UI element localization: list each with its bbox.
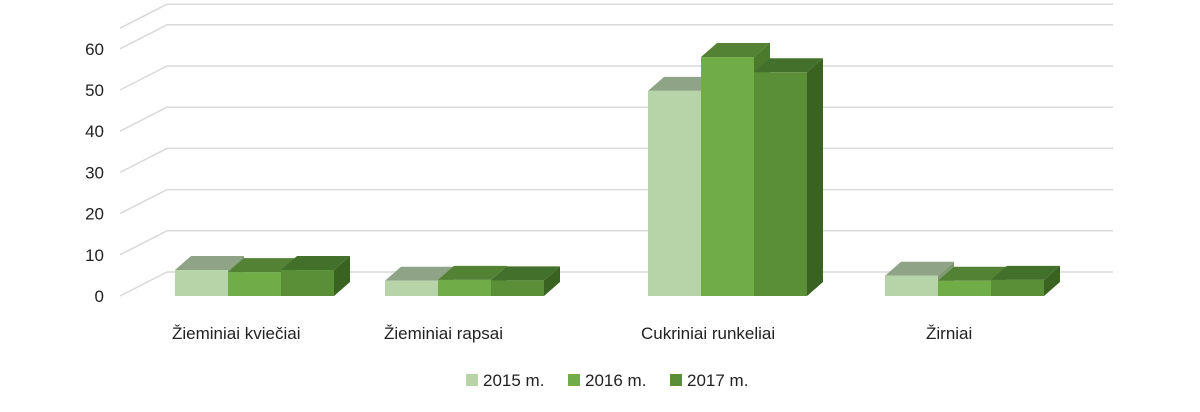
legend-item: 2016 m. (568, 371, 646, 390)
bar-front (175, 270, 228, 296)
legend-swatch (670, 374, 682, 386)
bar-front (491, 280, 544, 296)
legend-item: 2015 m. (466, 371, 544, 390)
x-axis: Žieminiai kviečiai Žieminiai rapsai Cukrin… (172, 324, 972, 343)
bar-top (938, 266, 1007, 281)
gridline-diagonal (119, 188, 168, 215)
legend-label: 2016 m. (585, 371, 646, 390)
bar-top (754, 58, 823, 73)
bar-front (885, 275, 938, 296)
bar-front (385, 280, 438, 296)
bar-top (991, 265, 1060, 280)
bar-top (701, 43, 770, 58)
bar-front (754, 72, 807, 296)
gridline-diagonal (119, 106, 168, 132)
bars (175, 43, 1060, 297)
bar-front (281, 270, 334, 296)
bar-front (991, 279, 1044, 296)
category-label: Žieminiai rapsai (384, 324, 503, 343)
legend-swatch (466, 374, 478, 386)
legend-label: 2015 m. (483, 371, 544, 390)
gridline-diagonal (119, 3, 168, 29)
bar-side (544, 266, 560, 296)
bar (991, 265, 1060, 296)
gridlines (119, 3, 1113, 297)
y-tick-label: 30 (85, 163, 104, 182)
category-label: Žirniai (926, 324, 972, 343)
gridline-diagonal (119, 65, 168, 91)
y-tick-label: 40 (85, 122, 104, 141)
category-label: Cukriniai runkeliai (641, 324, 775, 343)
bar-top (175, 256, 244, 271)
bar-top (648, 76, 717, 91)
legend-swatch (568, 374, 580, 386)
bar (754, 58, 823, 297)
bar-side (807, 58, 823, 297)
bar-top (281, 256, 350, 271)
bar-side (334, 256, 350, 296)
y-tick-label: 10 (85, 246, 104, 265)
legend: 2015 m. 2016 m. 2017 m. (466, 371, 748, 390)
bar-front (938, 280, 991, 296)
bar-side (1044, 265, 1060, 296)
bar (438, 265, 507, 296)
bar-top (885, 261, 954, 276)
bar-top (438, 265, 507, 280)
bar-front (701, 57, 754, 296)
category-label: Žieminiai kviečiai (172, 324, 300, 343)
y-tick-label: 20 (85, 205, 104, 224)
legend-item: 2017 m. (670, 371, 748, 390)
bar-top (385, 266, 454, 281)
bar (281, 256, 350, 296)
gridline-diagonal (119, 147, 168, 174)
gridline-diagonal (119, 230, 168, 256)
gridline-diagonal (119, 271, 168, 297)
y-axis: 0 10 20 30 40 50 60 (85, 40, 104, 306)
y-tick-label: 0 (95, 287, 104, 306)
bar-top (228, 258, 297, 273)
legend-label: 2017 m. (687, 371, 748, 390)
bar (491, 266, 560, 296)
bar-front (648, 90, 701, 296)
gridline-diagonal (119, 24, 168, 50)
bar-front (228, 272, 281, 296)
y-tick-label: 50 (85, 81, 104, 100)
y-tick-label: 60 (85, 40, 104, 59)
bar-front (438, 279, 491, 296)
bar-top (491, 266, 560, 281)
